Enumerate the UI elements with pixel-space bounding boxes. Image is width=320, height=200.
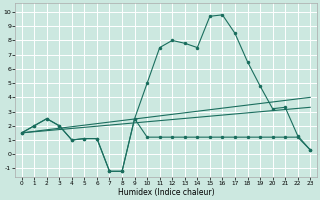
X-axis label: Humidex (Indice chaleur): Humidex (Indice chaleur) (118, 188, 214, 197)
